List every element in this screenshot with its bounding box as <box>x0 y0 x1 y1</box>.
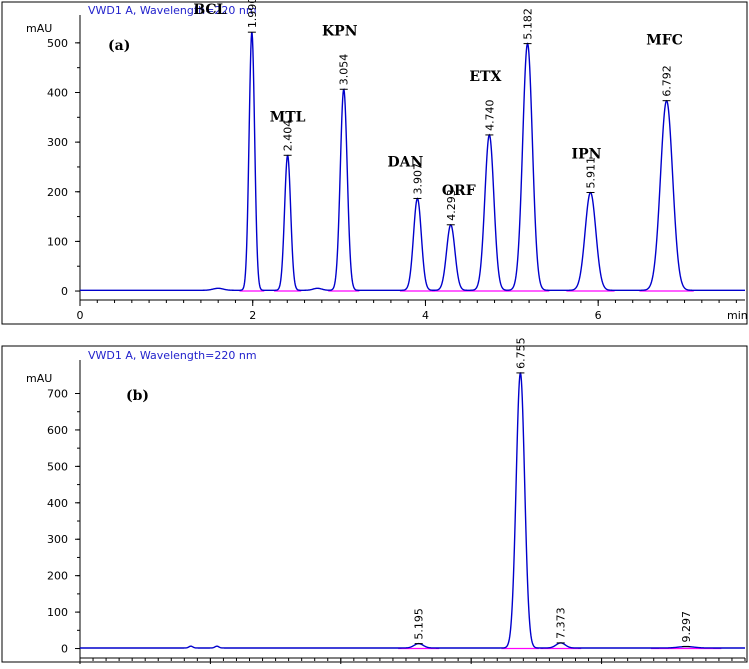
x-tick-label: 6 <box>468 667 475 669</box>
y-tick-label: 0 <box>61 643 68 656</box>
y-tick-label: 600 <box>47 424 68 437</box>
y-tick-label: 0 <box>61 285 68 298</box>
y-tick-label: 500 <box>47 460 68 473</box>
x-tick-label: 0 <box>77 667 84 669</box>
peak-compound-label: ORF <box>442 183 476 199</box>
peak-retention-time: 6.755 <box>514 337 527 369</box>
peak-compound-label: ETX <box>469 69 501 85</box>
peak-compound-label: DAN <box>388 154 424 170</box>
y-tick-label: 700 <box>47 388 68 401</box>
y-tick-label: 200 <box>47 186 68 199</box>
chart-title: VWD1 A, Wavelength=220 nm <box>88 4 257 17</box>
chromatogram-trace <box>80 32 745 291</box>
peak-retention-time: 4.740 <box>483 99 496 131</box>
peak-retention-time: 5.911 <box>584 157 597 189</box>
peak-retention-time: 6.792 <box>661 65 674 97</box>
panel-label: (a) <box>108 38 130 54</box>
y-axis-unit: mAU <box>26 372 52 385</box>
chart-title: VWD1 A, Wavelength=220 nm <box>88 349 257 362</box>
x-tick-label: 6 <box>595 309 602 322</box>
y-tick-label: 300 <box>47 136 68 149</box>
chromatogram-panel-b: VWD1 A, Wavelength=220 nm mAU (b) 0 100 200 30… <box>1 337 748 669</box>
peak-retention-time: 3.054 <box>338 54 351 86</box>
y-tick-label: 300 <box>47 533 68 546</box>
peak-compound-label: BCL <box>193 2 226 18</box>
peak-retention-time: 2.404 <box>282 120 295 152</box>
x-tick-label: 2 <box>207 667 214 669</box>
panel-label: (b) <box>126 388 149 404</box>
peak-retention-time: 3.907 <box>411 163 424 195</box>
peak-retention-time: 5.182 <box>522 8 535 40</box>
y-tick-label: 500 <box>47 37 68 50</box>
x-axis-unit: min <box>727 667 748 669</box>
chromatogram-trace <box>80 371 745 649</box>
x-tick-label: 2 <box>249 309 256 322</box>
x-axis-unit: min <box>727 309 748 322</box>
peak-retention-time: 4.293 <box>445 189 458 221</box>
x-tick-label: 0 <box>77 309 84 322</box>
x-tick-label: 4 <box>337 667 344 669</box>
y-tick-label: 400 <box>47 86 68 99</box>
peak-retention-time: 7.373 <box>555 607 568 639</box>
panel-frame <box>1 345 748 663</box>
y-tick-label: 100 <box>47 235 68 248</box>
peak-compound-label: MTL <box>270 109 306 125</box>
peak-compound-label: MFC <box>646 33 683 49</box>
peak-retention-time: 9.297 <box>680 611 693 643</box>
y-tick-label: 200 <box>47 570 68 583</box>
y-tick-label: 400 <box>47 497 68 510</box>
x-tick-label: 4 <box>422 309 429 322</box>
y-axis-unit: mAU <box>26 22 52 35</box>
peak-retention-time: 1.990 <box>246 0 259 28</box>
peak-retention-time: 5.195 <box>413 608 426 640</box>
y-tick-label: 100 <box>47 606 68 619</box>
peak-compound-label: KPN <box>322 23 358 39</box>
panel-frame <box>1 1 748 325</box>
chromatogram-panel-a: VWD1 A, Wavelength=220 nm mAU (a) 0 100 200 30… <box>1 0 748 325</box>
peak-compound-label: IPN <box>572 147 602 163</box>
x-tick-label: 8 <box>598 667 605 669</box>
